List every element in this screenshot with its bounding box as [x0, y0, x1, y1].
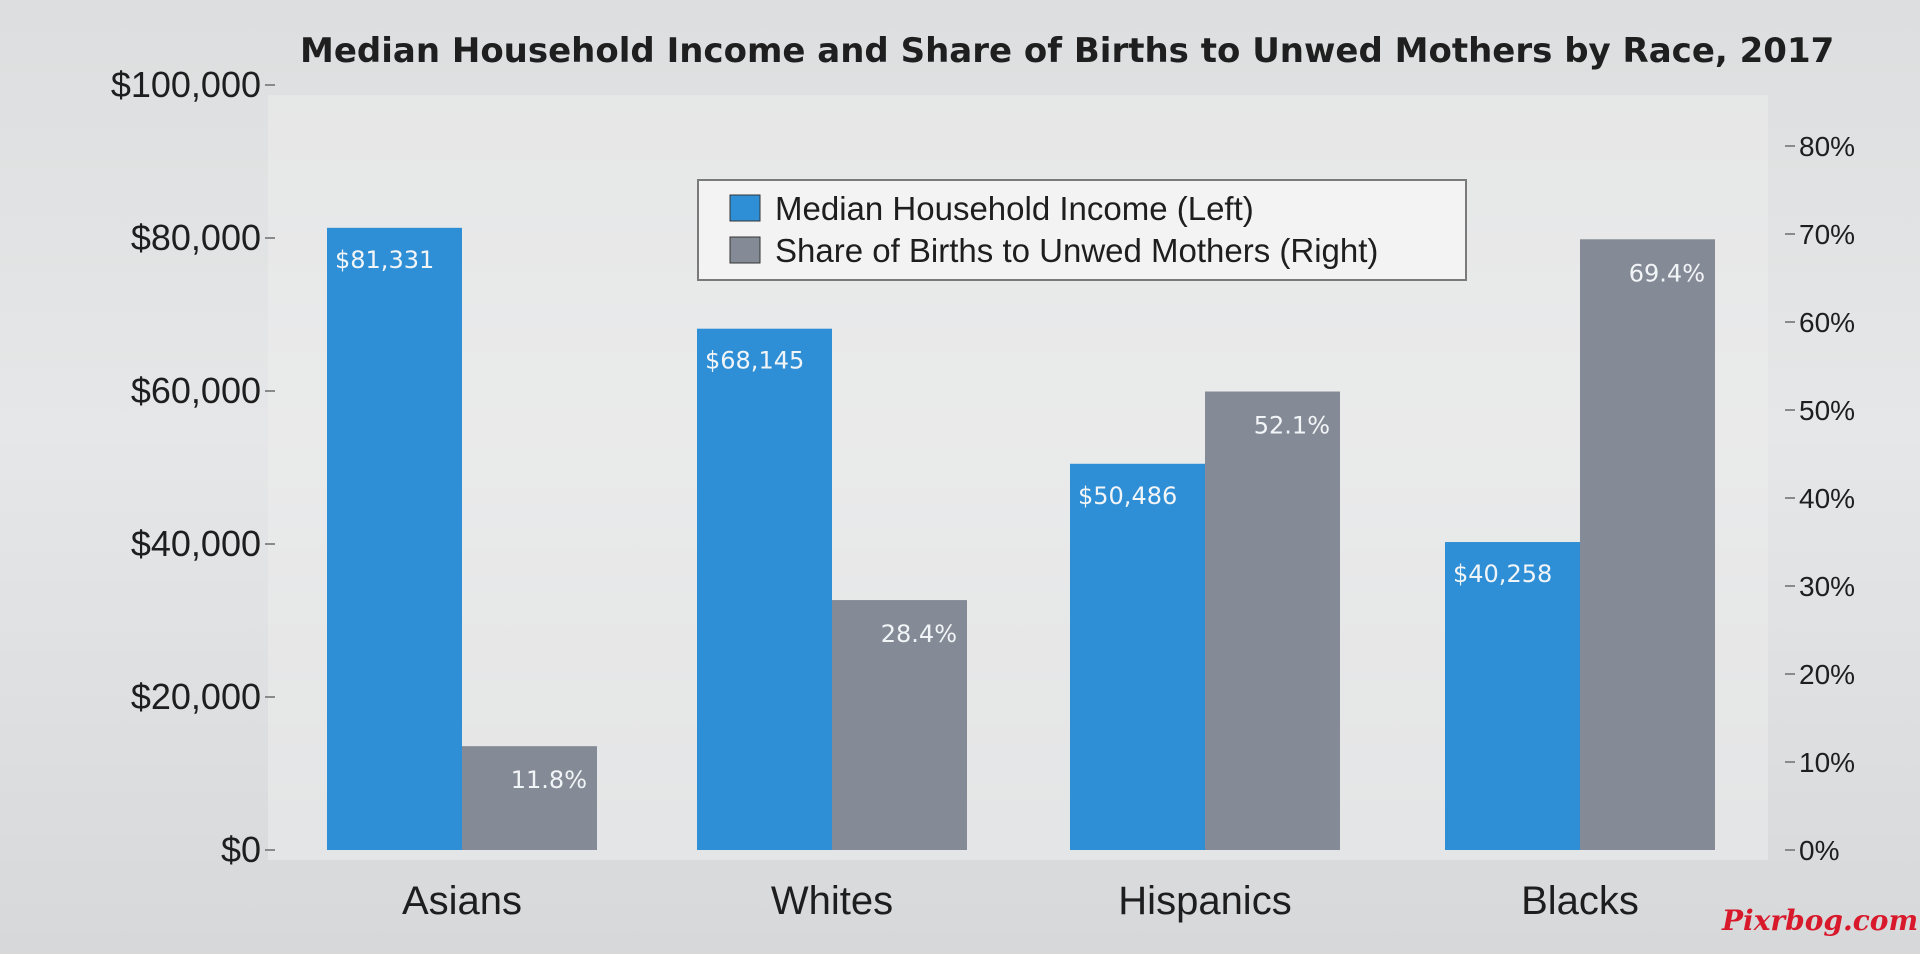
income-bar [327, 227, 462, 850]
category-label: Asians [402, 879, 522, 923]
income-bar-label: $50,486 [1078, 482, 1177, 510]
births-bar-label: 52.1% [1254, 412, 1330, 440]
right-tick-label: 0% [1799, 835, 1839, 866]
income-bar [697, 328, 832, 850]
category-labels: Asians Whites Hispanics Blacks [402, 879, 1639, 923]
left-y-axis: $0 $20,000 $40,000 $60,000 $80,000 $100,000 [111, 64, 275, 870]
right-tick-label: 60% [1799, 307, 1855, 338]
births-bar [1205, 391, 1340, 850]
left-tick-label: $60,000 [131, 370, 261, 411]
left-tick-label: $0 [221, 829, 261, 870]
legend-box [697, 179, 1467, 281]
legend-label: Median Household Income (Left) [775, 190, 1254, 227]
left-tick-label: $80,000 [131, 217, 261, 258]
births-bar [462, 746, 597, 850]
right-tick-label: 30% [1799, 571, 1855, 602]
category-label: Hispanics [1118, 879, 1291, 923]
right-tick-label: 70% [1799, 219, 1855, 250]
chart-title: Median Household Income and Share of Bir… [300, 31, 1834, 71]
right-tick-label: 10% [1799, 747, 1855, 778]
legend-label: Share of Births to Unwed Mothers (Right) [775, 232, 1378, 269]
legend-swatch [729, 236, 761, 264]
births-bar [1580, 239, 1715, 850]
income-bar-label: $68,145 [705, 347, 804, 375]
income-bar [1445, 542, 1580, 850]
income-bar [1070, 463, 1205, 850]
right-tick-label: 80% [1799, 131, 1855, 162]
bars-group: $81,331 11.8% $68,145 28.4% $50,486 52.1% $40,… [327, 227, 1715, 850]
births-bar-label: 69.4% [1629, 259, 1705, 287]
right-tick-label: 20% [1799, 659, 1855, 690]
left-tick-label: $40,000 [131, 523, 261, 564]
right-y-axis: 0% 10% 20% 30% 40% 50% 60% 70% 80% [1785, 131, 1855, 866]
watermark-text: Pixrbog.com [1721, 904, 1918, 937]
right-tick-label: 40% [1799, 483, 1855, 514]
births-bar-label: 11.8% [511, 766, 587, 794]
right-tick-label: 50% [1799, 395, 1855, 426]
legend-swatch [729, 194, 761, 222]
left-tick-label: $20,000 [131, 676, 261, 717]
left-tick-label: $100,000 [111, 64, 261, 105]
income-bar-label: $40,258 [1453, 560, 1552, 588]
category-label: Blacks [1521, 879, 1639, 923]
legend: Median Household Income (Left) Share of B… [697, 179, 1467, 281]
births-bar [832, 600, 967, 850]
income-bar-label: $81,331 [335, 246, 434, 274]
category-label: Whites [771, 879, 893, 923]
births-bar-label: 28.4% [881, 620, 957, 648]
